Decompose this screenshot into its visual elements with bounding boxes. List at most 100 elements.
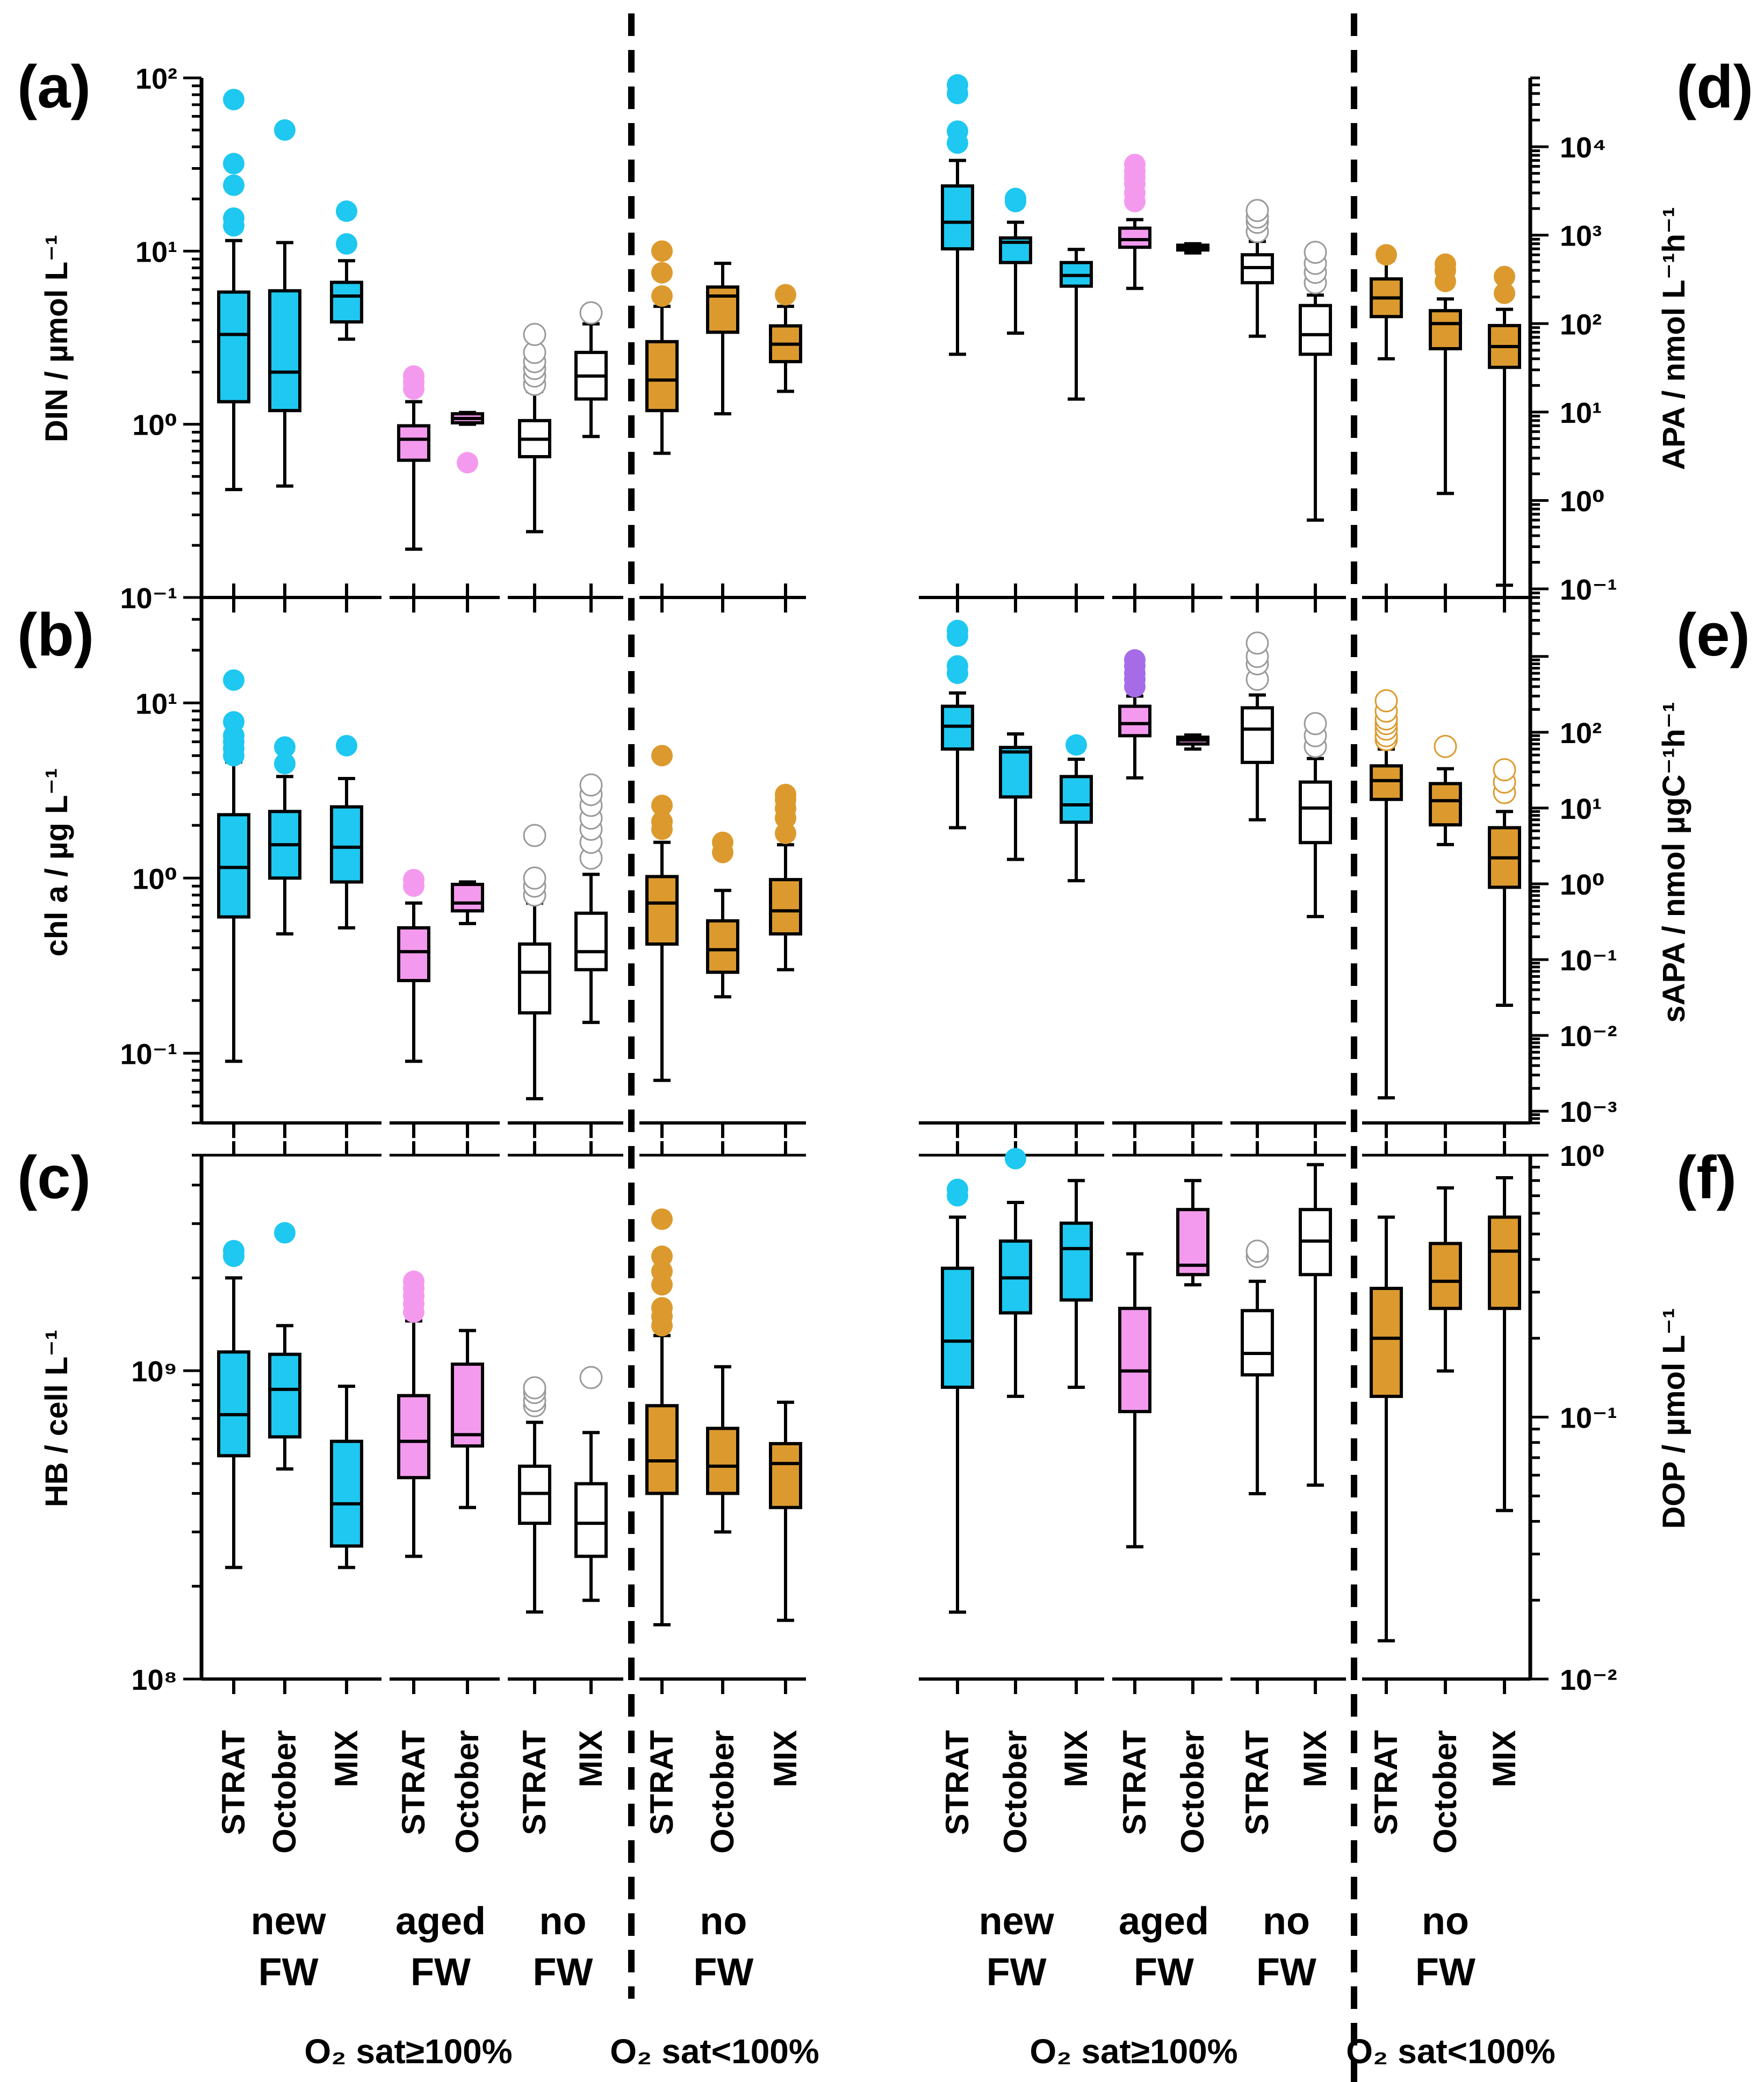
outlier-point [651,1296,673,1319]
iqr-box [397,926,430,982]
panel-label: (d) [1676,53,1753,120]
y-tick-label: 10¹ [135,236,177,268]
group-label-line1: no [1263,1900,1310,1943]
outlier-point [336,200,357,222]
group-label-line2: FW [1134,1951,1194,1994]
y-tick-label: 10⁻¹ [120,582,177,615]
panel-a: (a) 10⁻¹ 10⁰ 10¹ 10² DIN / µmol L⁻¹ [17,53,806,615]
box-october-1 [999,188,1032,335]
iqr-box [518,942,551,1015]
group-label-line2: FW [693,1951,753,1994]
outlier-point [336,233,357,255]
y-tick-label: 10⁻¹ [1560,1402,1617,1435]
group-label-line2: FW [1256,1951,1316,1994]
outlier-point [523,323,546,347]
iqr-box [1118,1307,1151,1414]
outlier-point [1493,758,1516,782]
group-label-line2: FW [987,1951,1047,1994]
iqr-box [330,1439,363,1548]
iqr-box [1370,1286,1403,1398]
box-strat-7 [1370,689,1403,1100]
category-label-strat: STRAT [1368,1730,1404,1835]
box-mix-2 [1060,248,1093,401]
outlier-point [1124,649,1146,671]
box-strat-0 [217,1240,250,1569]
y-tick-label: 10² [135,63,177,95]
o2-high-label: O₂ sat≥100% [304,2032,512,2071]
group-label-line1: new [251,1900,327,1943]
box-strat-5 [1241,631,1274,822]
outlier-point [651,811,673,833]
iqr-box [769,1442,802,1509]
group-label-line1: new [979,1900,1055,1943]
group-label-line1: no [539,1900,587,1943]
category-label-mix: MIX [1058,1730,1094,1788]
group-label-line2: FW [533,1951,593,1994]
o2-low-label: O₂ sat<100% [610,2032,819,2071]
box-strat-3 [1118,154,1151,290]
outlier-point [651,794,673,816]
category-label-strat: STRAT [1117,1730,1153,1835]
group-label-line2: FW [411,1951,471,1994]
box-strat-5 [518,824,551,1100]
outlier-point [403,365,424,387]
y-tick-label: 10⁸ [131,1664,177,1696]
y-tick-label: 10² [1560,308,1602,341]
y-tick-label: 10⁰ [1560,485,1605,517]
iqr-box [268,1352,301,1439]
box-strat-7 [1370,1215,1403,1642]
box-mix-6 [574,301,608,438]
outlier-point [1245,199,1269,222]
category-label-strat: STRAT [395,1730,431,1835]
iqr-box [706,919,739,974]
y-tick-label: 10⁰ [132,863,177,895]
iqr-box [1299,304,1332,356]
outlier-point [947,655,968,677]
box-strat-3 [1118,649,1151,780]
y-tick-label: 10⁰ [1560,1140,1605,1172]
category-label-october: October [267,1730,303,1854]
iqr-box [217,290,250,404]
category-label-mix: MIX [1486,1730,1522,1788]
box-october-1 [268,119,301,488]
box-october-8 [706,262,739,416]
category-label-october: October [1175,1730,1211,1854]
box-mix-9 [769,1400,802,1622]
y-tick-label: 10⁻¹ [120,1038,177,1070]
outlier-point [1124,154,1146,176]
category-label-strat: STRAT [1239,1730,1275,1835]
box-strat-7 [1370,244,1403,361]
box-mix-6 [574,773,608,1024]
box-october-1 [268,1222,301,1471]
panel-label: (f) [1676,1144,1737,1211]
iqr-box [397,1394,430,1480]
iqr-box [217,813,250,919]
iqr-box [1241,706,1274,764]
box-mix-9 [769,284,802,393]
iqr-box [645,340,679,413]
iqr-box [999,746,1032,799]
iqr-box [1060,1221,1093,1302]
y-tick-label: 10¹ [1560,793,1602,825]
box-mix-9 [1488,758,1521,1007]
outlier-point [1304,712,1327,736]
outlier-point [651,1208,673,1230]
box-october-4 [451,1329,484,1509]
iqr-box [1429,782,1462,827]
category-label-october: October [997,1730,1033,1854]
box-mix-6 [574,1366,608,1602]
category-labels: STRAT October MIX STRAT October STRAT MIX STRAT… [215,1730,1556,2071]
o2-dividers [628,13,1357,2082]
iqr-box [769,878,802,936]
box-october-4 [1176,733,1209,751]
outlier-point [523,824,546,847]
outlier-point [947,120,968,142]
panel-f: (f) 10⁻² 10⁻¹ 10⁰ DOP / µmol L⁻¹ [919,1140,1737,1696]
outlier-point [1245,631,1269,655]
outlier-point [1065,734,1087,756]
panel-b: (b) 10⁻¹ 10⁰ 10¹ chl a / µg L⁻¹ [17,583,806,1138]
box-strat-5 [518,1376,551,1614]
box-mix-6 [1299,241,1332,522]
outlier-point [1304,241,1327,264]
outlier-point [651,285,673,307]
